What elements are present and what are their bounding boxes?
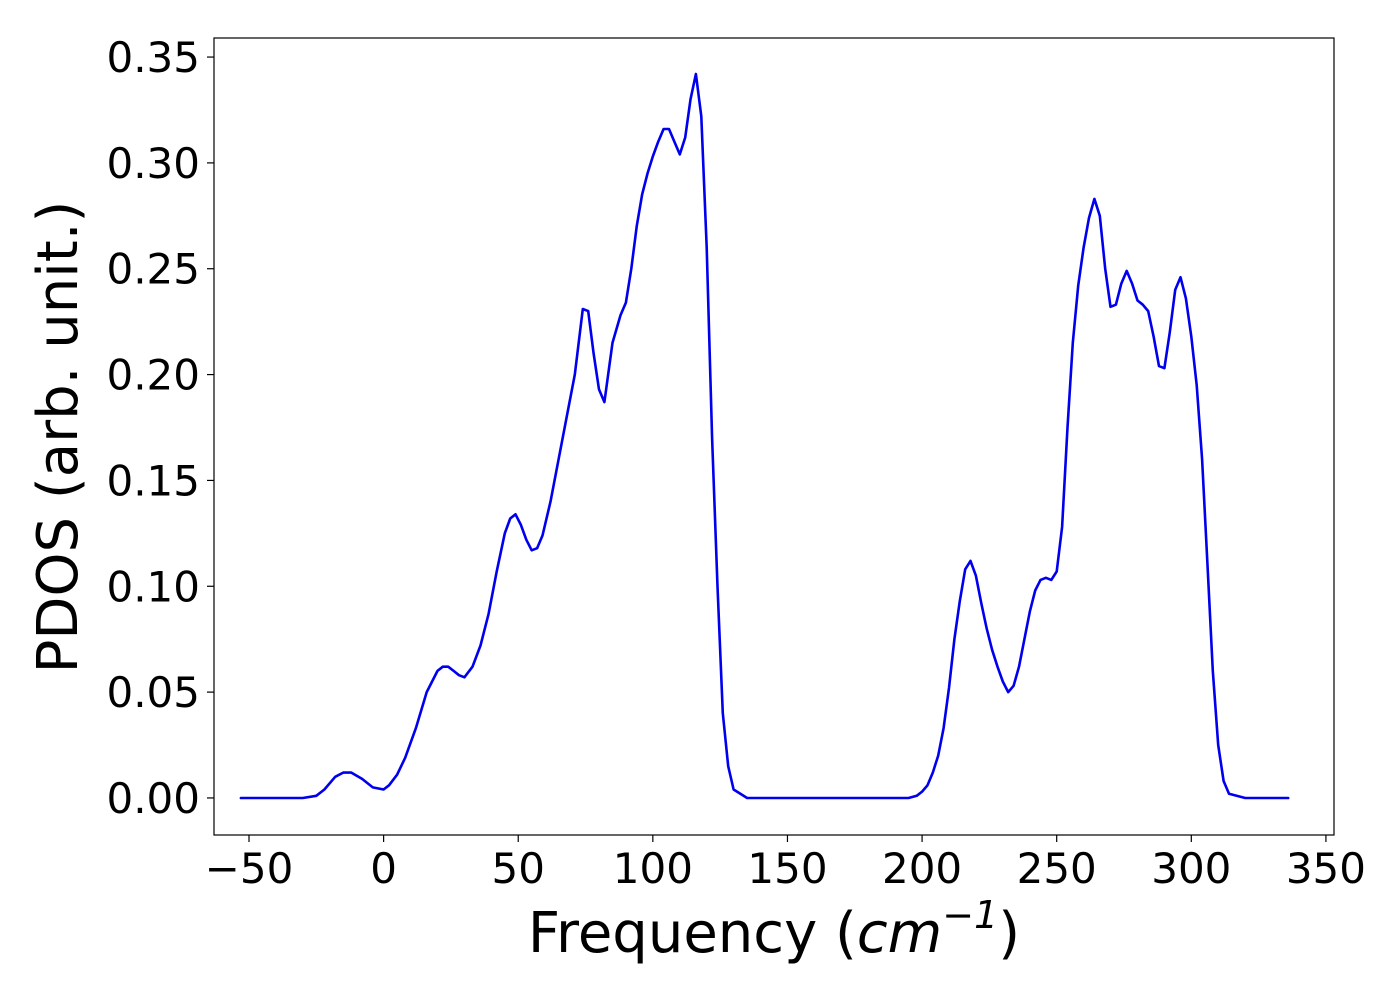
x-axis-label: Frequency (cm−1) [528, 893, 1020, 966]
y-tick-label: 0.20 [106, 351, 200, 400]
y-tick-label: 0.00 [106, 774, 200, 823]
y-tick-label: 0.30 [106, 139, 200, 188]
y-axis-label: PDOS (arb. unit.) [26, 201, 91, 674]
y-tick-label: 0.15 [106, 456, 200, 505]
x-tick-label: 50 [492, 844, 545, 893]
x-tick-label: −50 [205, 844, 294, 893]
x-axis-label-suffix: ) [998, 901, 1020, 966]
x-tick-label: 150 [747, 844, 827, 893]
y-axis-ticks: 0.00 0.05 0.10 0.15 0.20 0.25 0.30 0.35 [106, 33, 214, 823]
x-axis-ticks: −50 0 50 100 150 200 250 300 350 [205, 835, 1366, 893]
x-tick-label: 0 [370, 844, 397, 893]
x-tick-label: 100 [613, 844, 693, 893]
x-axis-label-prefix: Frequency ( [528, 901, 857, 966]
y-tick-label: 0.05 [106, 668, 200, 717]
y-tick-label: 0.35 [106, 33, 200, 82]
y-tick-label: 0.10 [106, 562, 200, 611]
plot-background [214, 38, 1334, 835]
x-axis-label-unit-exponent: −1 [942, 893, 998, 937]
x-tick-label: 300 [1151, 844, 1231, 893]
y-tick-label: 0.25 [106, 245, 200, 294]
x-tick-label: 350 [1286, 844, 1366, 893]
x-tick-label: 200 [882, 844, 962, 893]
x-axis-label-unit-base: cm [857, 901, 942, 966]
x-tick-label: 250 [1017, 844, 1097, 893]
